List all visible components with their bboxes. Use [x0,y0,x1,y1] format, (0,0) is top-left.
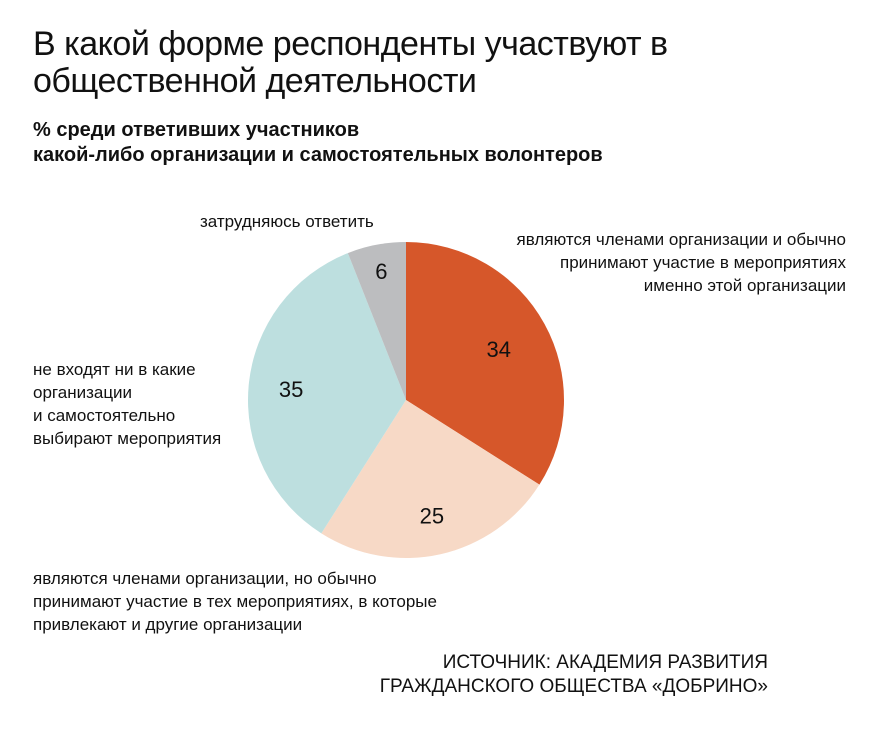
label-line: являются членами организации и обычно [516,230,846,249]
subtitle-line-2: какой-либо организации и самостоятельных… [33,144,603,166]
pie-slice [406,242,564,485]
source-line-1: ИСТОЧНИК: АКАДЕМИЯ РАЗВИТИЯ [442,652,768,673]
pie-slice [347,242,406,400]
label-line: именно этой организации [643,276,846,295]
source-note: ИСТОЧНИК: АКАДЕМИЯ РАЗВИТИЯ ГРАЖДАНСКОГО… [380,651,768,699]
pie-slice [321,400,540,558]
chart-title: В какой форме респонденты участвуют в об… [33,25,668,100]
slice-value-label: 6 [375,259,387,284]
label-line: выбирают мероприятия [33,429,222,448]
slice-value-label: 34 [487,337,511,362]
slice-label-members-other: являются членами организации, но обычно … [33,567,437,636]
label-line: принимают участие в тех мероприятиях, в … [33,592,437,611]
label-line: организации [33,383,133,402]
label-line: затрудняюсь ответить [200,212,374,231]
slice-value-label: 35 [279,377,303,402]
slice-label-independent: не входят ни в какие организации и самос… [33,358,221,450]
label-line: принимают участие в мероприятиях [560,253,846,272]
label-line: привлекают и другие организации [33,615,303,634]
slice-label-dont-know: затрудняюсь ответить [200,210,374,233]
slice-label-members-own: являются членами организации и обычно пр… [517,228,846,297]
slice-value-label: 25 [420,504,444,529]
chart-subtitle: % среди ответивших участников какой-либо… [33,118,733,168]
pie-slice [248,253,406,534]
source-line-2: ГРАЖДАНСКОГО ОБЩЕСТВА «ДОБРИНО» [379,676,768,697]
label-line: не входят ни в какие [33,360,196,379]
label-line: и самостоятельно [33,406,176,425]
label-line: являются членами организации, но обычно [33,569,377,588]
subtitle-line-1: % среди ответивших участников [33,119,360,141]
